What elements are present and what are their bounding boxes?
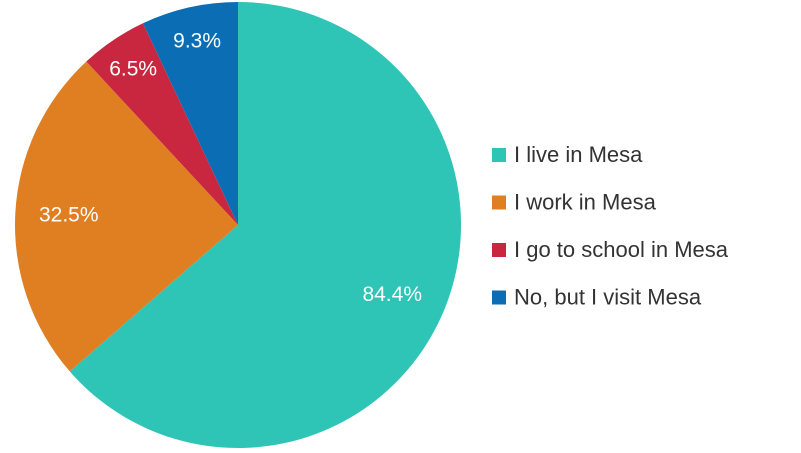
legend-swatch — [492, 290, 506, 305]
legend-swatch — [492, 195, 506, 210]
pie-slice — [14, 61, 238, 372]
slice-label: 6.5% — [109, 57, 157, 80]
slice-label: 32.5% — [39, 204, 99, 227]
pie-slice — [142, 2, 238, 225]
pie-slice — [86, 23, 238, 226]
slice-label: 9.3% — [173, 30, 221, 53]
legend-label: No, but I visit Mesa — [514, 284, 702, 309]
legend-label: I live in Mesa — [514, 142, 643, 167]
legend-swatch — [492, 148, 506, 162]
legend-swatch — [492, 243, 506, 257]
legend-label: I go to school in Mesa — [514, 237, 729, 262]
legend-label: I work in Mesa — [514, 189, 657, 214]
slice-label: 84.4% — [362, 283, 422, 306]
pie-slice — [69, 2, 461, 448]
